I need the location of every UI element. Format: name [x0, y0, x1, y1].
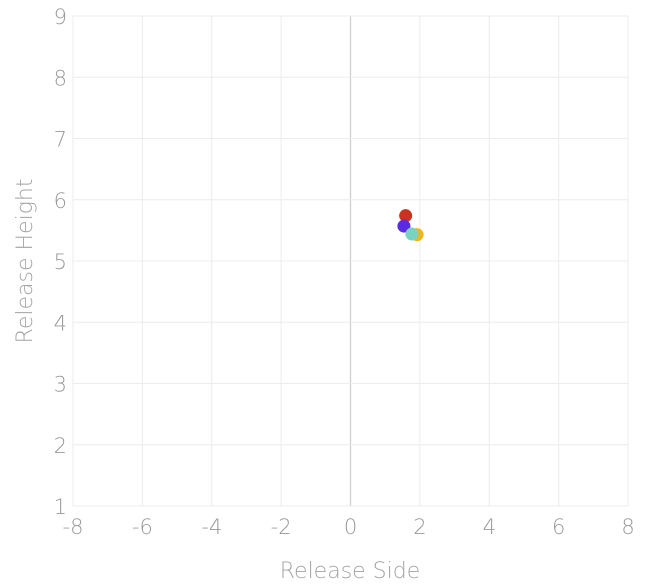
y-tick-label: 8: [54, 66, 67, 90]
x-tick-label: 2: [413, 515, 426, 539]
y-tick-label: 1: [54, 495, 67, 519]
y-tick-label: 7: [54, 128, 67, 152]
x-tick-label: 8: [621, 515, 634, 539]
y-tick-label: 6: [54, 189, 67, 213]
data-point[interactable]: [405, 227, 419, 241]
x-tick-labels: -8 -6 -4 -2 0 2 4 6 8: [63, 515, 635, 539]
y-tick-label: 2: [54, 434, 67, 458]
x-axis-title: Release Side: [280, 559, 421, 584]
data-point[interactable]: [399, 209, 413, 223]
y-tick-label: 5: [54, 250, 67, 274]
x-tick-label: 4: [483, 515, 496, 539]
y-tick-labels: 1 2 3 4 5 6 7 8 9: [54, 5, 67, 519]
y-axis-title: Release Height: [13, 179, 38, 344]
grid: [72, 15, 629, 507]
x-tick-label: -8: [63, 515, 84, 539]
data-points: [397, 209, 424, 242]
x-tick-label: -2: [271, 515, 292, 539]
data-point[interactable]: [397, 219, 411, 233]
y-tick-label: 3: [54, 373, 67, 397]
x-tick-label: 0: [344, 515, 357, 539]
x-tick-label: 6: [552, 515, 565, 539]
x-tick-label: -6: [132, 515, 153, 539]
y-tick-label: 4: [54, 311, 67, 335]
x-tick-label: -4: [201, 515, 222, 539]
y-tick-label: 9: [54, 5, 67, 29]
